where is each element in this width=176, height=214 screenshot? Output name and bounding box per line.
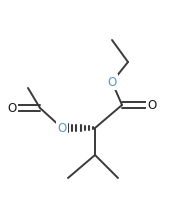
Text: O: O [7, 101, 17, 114]
Text: O: O [147, 98, 157, 111]
Text: O: O [57, 122, 67, 135]
Text: O: O [107, 76, 117, 89]
